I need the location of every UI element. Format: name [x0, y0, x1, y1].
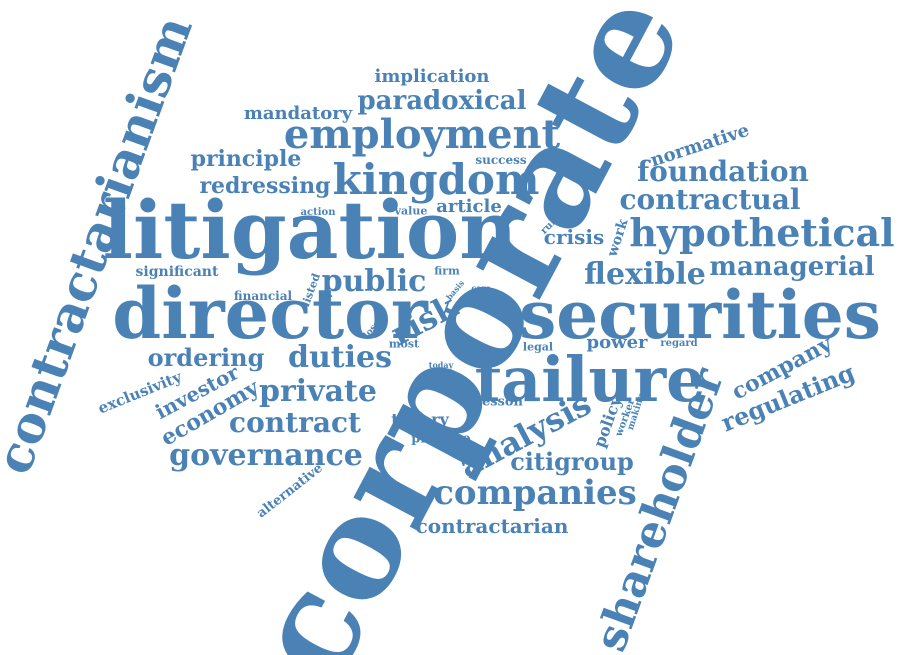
word-ordering: ordering [147, 343, 265, 372]
word-failure: failure [474, 343, 706, 416]
word-public: public [321, 264, 427, 299]
word-governance: governance [169, 438, 363, 473]
word-theory: theory [391, 410, 449, 429]
word-employment: employment [283, 111, 561, 158]
word-practice: practice [411, 431, 471, 447]
word-kingdom: kingdom [332, 155, 540, 204]
word-companies: companies [433, 473, 637, 513]
word-paradoxical: paradoxical [357, 86, 527, 116]
word-contractual: contractual [619, 183, 801, 216]
word-citigroup: citigroup [510, 447, 634, 476]
word-principle: principle [190, 146, 302, 172]
word-duty: duty [502, 311, 520, 321]
word-significant: significant [135, 264, 219, 280]
word-most: most [388, 337, 420, 351]
word-crisis: crisis [543, 225, 605, 249]
word-securities: securities [519, 276, 881, 354]
word-care: care [471, 283, 491, 293]
word-managerial: managerial [709, 252, 875, 282]
word-duties: duties [287, 340, 393, 375]
word-foundation: foundation [637, 155, 809, 188]
word-action: action [300, 207, 336, 218]
word-contract: contract [229, 406, 361, 439]
word-power: power [586, 332, 648, 353]
word-today: today [428, 360, 454, 370]
word-bank: bank [490, 302, 514, 312]
word-firm: firm [434, 264, 460, 278]
word-success: success [475, 153, 527, 167]
word-director: director [112, 272, 428, 355]
word-legal: legal [522, 340, 554, 354]
word-financial: financial [233, 289, 293, 303]
word-flexible: flexible [584, 257, 706, 292]
word-self: self [478, 294, 492, 301]
word-article: article [436, 196, 502, 217]
word-litigation: litigation [102, 183, 518, 277]
word-implication: implication [374, 66, 490, 87]
word-mandatory: mandatory [243, 103, 353, 124]
word-regard: regard [660, 338, 698, 349]
word-redressing: redressing [199, 173, 331, 199]
word-hypothetical: hypothetical [629, 210, 895, 255]
word-lesson: lesson [477, 394, 523, 410]
word-contractarian: contractarian [415, 514, 569, 538]
word-value: value [394, 204, 428, 218]
word-private: private [259, 374, 377, 409]
